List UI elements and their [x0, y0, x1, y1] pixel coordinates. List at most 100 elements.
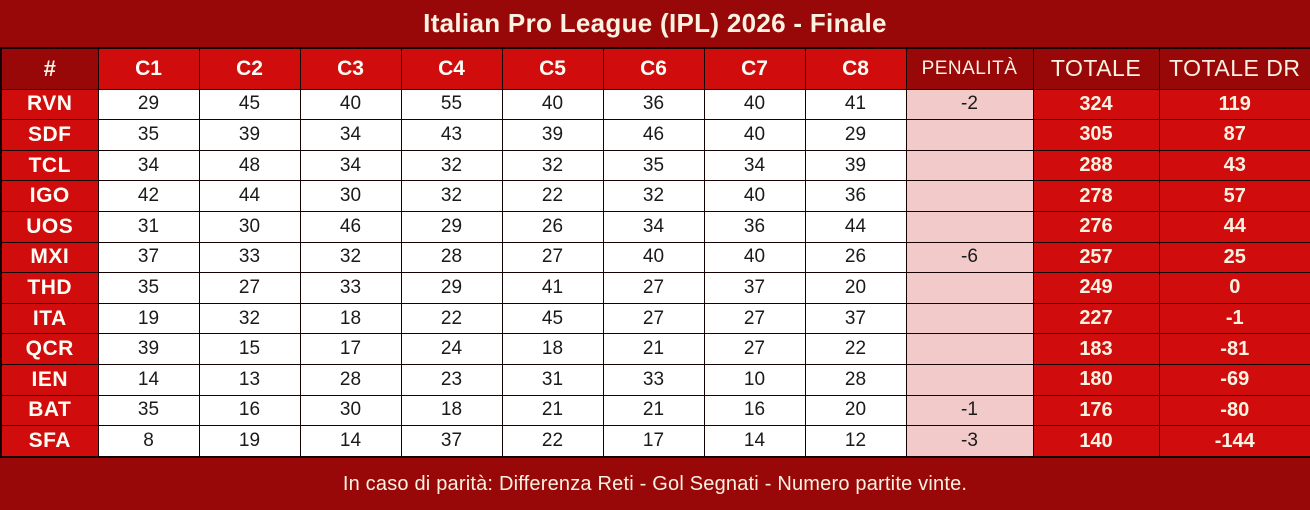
score-cell: 29 — [97, 88, 200, 121]
score-cell: 27 — [501, 241, 604, 274]
penalty-cell — [905, 210, 1034, 243]
score-cell: 13 — [198, 363, 301, 396]
round-column-header-c7: C7 — [703, 47, 806, 90]
total-dr-column-header: TOTALE DR — [1158, 47, 1310, 90]
score-cell: 40 — [602, 241, 705, 274]
table-row-sfa: SFA 8 19 14 37 22 17 14 12 -3 140 -144 — [0, 425, 1310, 458]
team-cell: QCR — [0, 333, 99, 365]
team-cell: BAT — [0, 394, 99, 427]
score-cell: 19 — [198, 425, 301, 458]
total-cell: 183 — [1032, 333, 1160, 365]
total-dr-cell: 57 — [1158, 180, 1310, 212]
score-cell: 10 — [703, 363, 806, 396]
score-cell: 22 — [501, 180, 604, 212]
score-cell: 39 — [198, 119, 301, 151]
score-cell: 14 — [703, 425, 806, 458]
total-cell: 278 — [1032, 180, 1160, 212]
score-cell: 35 — [97, 119, 200, 151]
score-cell: 35 — [602, 149, 705, 182]
score-cell: 26 — [501, 210, 604, 243]
team-cell: MXI — [0, 241, 99, 274]
score-cell: 27 — [602, 272, 705, 304]
team-cell: RVN — [0, 88, 99, 121]
total-cell: 305 — [1032, 119, 1160, 151]
score-cell: 15 — [198, 333, 301, 365]
total-dr-cell: 87 — [1158, 119, 1310, 151]
penalty-cell — [905, 149, 1034, 182]
team-cell: ITA — [0, 302, 99, 335]
round-column-header-c8: C8 — [804, 47, 907, 90]
score-cell: 32 — [400, 149, 503, 182]
round-column-header-c1: C1 — [97, 47, 200, 90]
score-cell: 29 — [400, 210, 503, 243]
standings-body: RVN 29 45 40 55 40 36 40 41 -2 324 119 SDF 35 39 34 43 39… — [0, 88, 1310, 458]
total-dr-cell: -144 — [1158, 425, 1310, 458]
score-cell: 18 — [501, 333, 604, 365]
score-cell: 41 — [501, 272, 604, 304]
score-cell: 40 — [703, 88, 806, 121]
round-column-header-c3: C3 — [299, 47, 402, 90]
total-cell: 176 — [1032, 394, 1160, 427]
penalty-cell — [905, 180, 1034, 212]
team-cell: SDF — [0, 119, 99, 151]
score-cell: 37 — [97, 241, 200, 274]
score-cell: 17 — [602, 425, 705, 458]
penalty-cell: -2 — [905, 88, 1034, 121]
total-cell: 276 — [1032, 210, 1160, 243]
score-cell: 22 — [400, 302, 503, 335]
table-row-tcl: TCL 34 48 34 32 32 35 34 39 288 43 — [0, 149, 1310, 182]
score-cell: 22 — [804, 333, 907, 365]
team-cell: SFA — [0, 425, 99, 458]
score-cell: 21 — [602, 333, 705, 365]
team-cell: IEN — [0, 363, 99, 396]
score-cell: 39 — [501, 119, 604, 151]
standings-table: # C1 C2 C3 C4 C5 C6 C7 C8 PENALITÀ TOTALE TOTALE DR… — [0, 47, 1310, 458]
tiebreaker-note: In caso di parità: Differenza Reti - Gol… — [0, 458, 1310, 510]
penalty-cell — [905, 333, 1034, 365]
score-cell: 40 — [703, 119, 806, 151]
score-cell: 44 — [804, 210, 907, 243]
score-cell: 41 — [804, 88, 907, 121]
score-cell: 45 — [198, 88, 301, 121]
score-cell: 40 — [703, 180, 806, 212]
total-dr-cell: 44 — [1158, 210, 1310, 243]
header-row: # C1 C2 C3 C4 C5 C6 C7 C8 PENALITÀ TOTALE TOTALE DR — [0, 47, 1310, 90]
score-cell: 37 — [804, 302, 907, 335]
score-cell: 34 — [703, 149, 806, 182]
score-cell: 27 — [703, 333, 806, 365]
penalty-cell — [905, 363, 1034, 396]
score-cell: 27 — [198, 272, 301, 304]
score-cell: 28 — [400, 241, 503, 274]
score-cell: 20 — [804, 394, 907, 427]
score-cell: 28 — [299, 363, 402, 396]
score-cell: 37 — [400, 425, 503, 458]
score-cell: 27 — [602, 302, 705, 335]
score-cell: 30 — [198, 210, 301, 243]
score-cell: 23 — [400, 363, 503, 396]
round-column-header-c4: C4 — [400, 47, 503, 90]
table-row-uos: UOS 31 30 46 29 26 34 36 44 276 44 — [0, 210, 1310, 243]
table-row-bat: BAT 35 16 30 18 21 21 16 20 -1 176 -80 — [0, 394, 1310, 427]
total-dr-cell: -80 — [1158, 394, 1310, 427]
standings-table-container: # C1 C2 C3 C4 C5 C6 C7 C8 PENALITÀ TOTALE TOTALE DR… — [0, 47, 1310, 458]
score-cell: 20 — [804, 272, 907, 304]
team-cell: THD — [0, 272, 99, 304]
table-row-qcr: QCR 39 15 17 24 18 21 27 22 183 -81 — [0, 333, 1310, 365]
score-cell: 29 — [400, 272, 503, 304]
total-dr-cell: 25 — [1158, 241, 1310, 274]
penalty-cell: -3 — [905, 425, 1034, 458]
table-row-mxi: MXI 37 33 32 28 27 40 40 26 -6 257 25 — [0, 241, 1310, 274]
score-cell: 39 — [804, 149, 907, 182]
team-cell: UOS — [0, 210, 99, 243]
score-cell: 35 — [97, 272, 200, 304]
score-cell: 36 — [703, 210, 806, 243]
score-cell: 8 — [97, 425, 200, 458]
page-title: Italian Pro League (IPL) 2026 - Finale — [0, 0, 1310, 47]
round-column-header-c5: C5 — [501, 47, 604, 90]
total-cell: 288 — [1032, 149, 1160, 182]
score-cell: 33 — [198, 241, 301, 274]
total-dr-cell: 119 — [1158, 88, 1310, 121]
table-row-rvn: RVN 29 45 40 55 40 36 40 41 -2 324 119 — [0, 88, 1310, 121]
total-cell: 180 — [1032, 363, 1160, 396]
score-cell: 34 — [299, 149, 402, 182]
